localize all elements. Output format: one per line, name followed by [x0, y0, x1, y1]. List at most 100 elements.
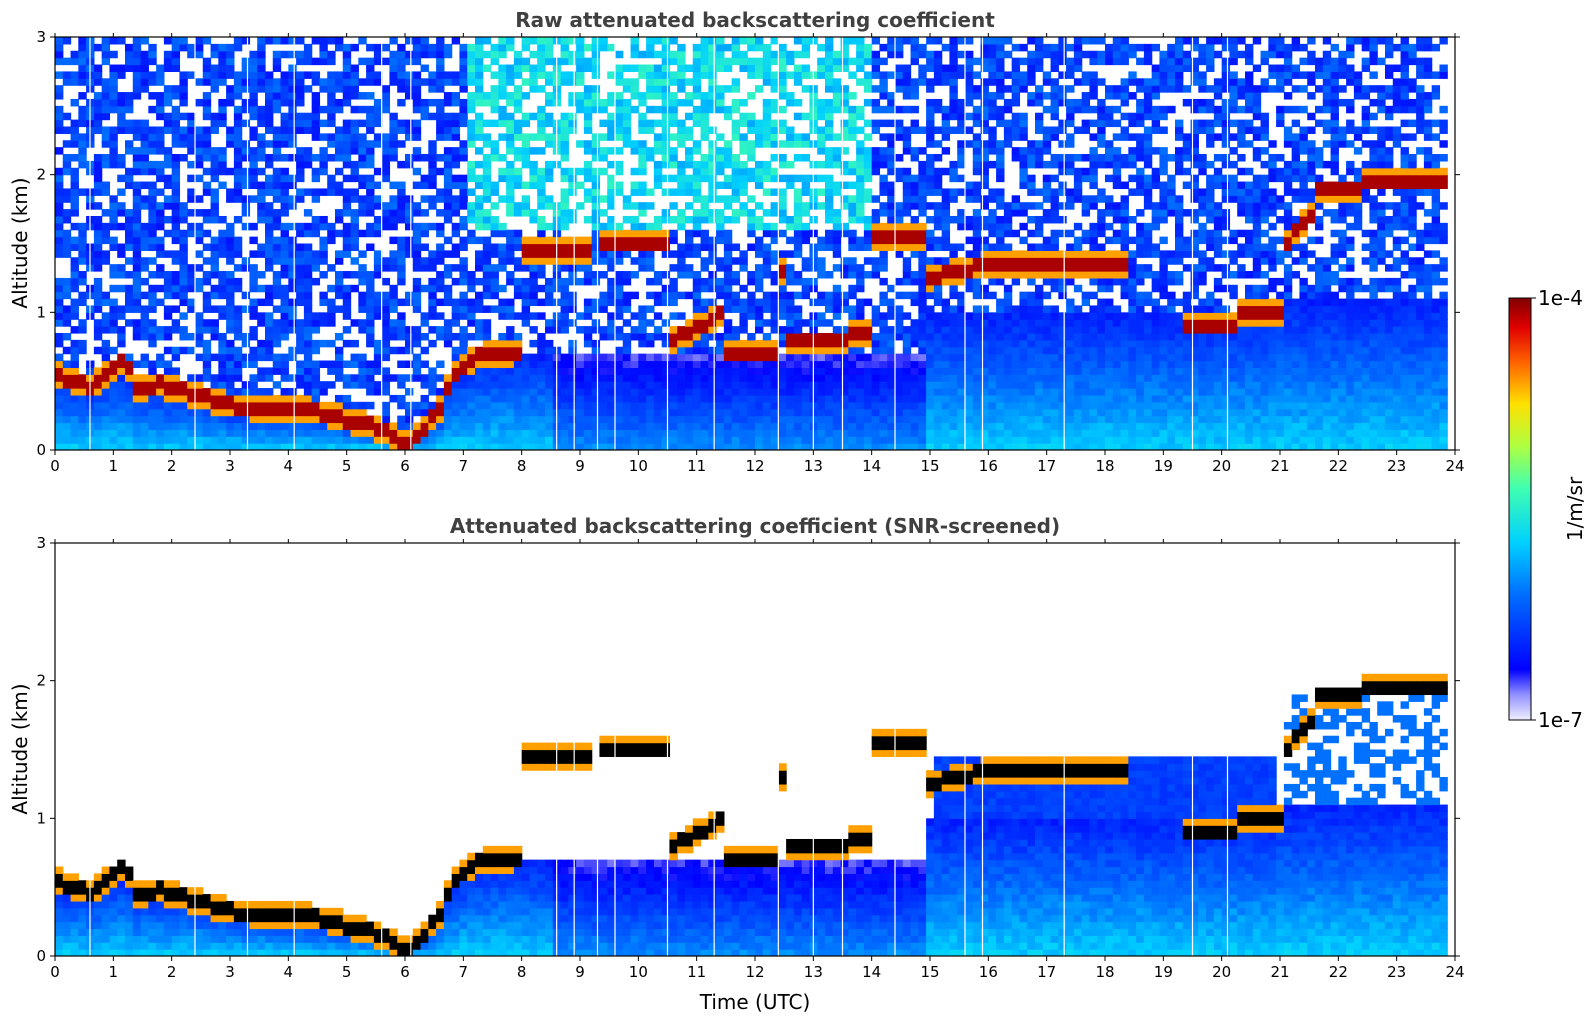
heatmap-cell: [93, 257, 103, 265]
heatmap-cell: [731, 181, 741, 190]
heatmap-cell: [249, 236, 258, 245]
heatmap-cell: [825, 332, 834, 341]
heatmap-cell: [856, 215, 865, 224]
heatmap-cell: [350, 195, 359, 203]
heatmap-cell: [770, 98, 779, 107]
heatmap-cell: [506, 298, 515, 307]
heatmap-cell: [723, 346, 733, 355]
heatmap-cell: [895, 443, 904, 450]
heatmap-cell: [716, 436, 725, 444]
heatmap-cell: [389, 305, 398, 313]
heatmap-cell: [537, 222, 546, 231]
heatmap-cell: [342, 43, 352, 52]
heatmap-cell: [926, 50, 935, 59]
heatmap-cell: [490, 415, 499, 424]
heatmap-cell: [646, 243, 655, 251]
heatmap-cell: [856, 305, 865, 313]
heatmap-cell: [358, 429, 367, 437]
heatmap-cell: [723, 381, 733, 389]
heatmap-cell: [265, 202, 274, 210]
heatmap-cell: [412, 147, 422, 155]
heatmap-cell: [537, 133, 546, 141]
heatmap-cell: [303, 277, 313, 286]
heatmap-cell: [537, 374, 546, 382]
heatmap-cell: [879, 188, 888, 196]
heatmap-cell: [163, 229, 173, 238]
heatmap-cell: [576, 105, 585, 114]
heatmap-cell: [70, 401, 79, 410]
heatmap-cell: [739, 181, 748, 190]
heatmap-cell: [70, 298, 79, 307]
heatmap-cell: [148, 126, 157, 134]
heatmap-cell: [62, 160, 72, 169]
heatmap-cell: [187, 43, 196, 52]
heatmap-cell: [451, 133, 461, 141]
heatmap-cell: [793, 429, 803, 437]
heatmap-cell: [156, 264, 165, 272]
heatmap-cell: [140, 181, 149, 190]
heatmap-cell: [747, 195, 756, 203]
heatmap-cell: [747, 277, 756, 286]
heatmap-cell: [311, 339, 321, 348]
heatmap-cell: [615, 353, 624, 362]
heatmap-cell: [179, 284, 188, 293]
heatmap-cell: [311, 415, 321, 424]
heatmap-cell: [677, 64, 686, 73]
heatmap-cell: [918, 429, 927, 437]
heatmap-cell: [327, 57, 336, 66]
heatmap-cell: [55, 167, 64, 176]
heatmap-cell: [607, 408, 616, 417]
heatmap-cell: [187, 50, 196, 59]
heatmap-cell: [537, 367, 546, 375]
heatmap-cell: [933, 408, 943, 417]
heatmap-cell: [786, 332, 795, 341]
heatmap-cell: [373, 57, 383, 66]
heatmap-cell: [871, 37, 881, 45]
heatmap-cell: [630, 181, 639, 190]
heatmap-cell: [731, 291, 741, 300]
heatmap-cell: [825, 236, 834, 245]
heatmap-cell: [257, 181, 266, 190]
heatmap-cell: [560, 353, 569, 362]
heatmap-cell: [280, 422, 289, 430]
heatmap-cell: [218, 147, 227, 155]
heatmap-cell: [646, 43, 655, 52]
heatmap-cell: [272, 319, 282, 327]
heatmap-cell: [599, 408, 608, 417]
heatmap-cell: [475, 119, 484, 128]
heatmap-cell: [490, 394, 499, 403]
heatmap-cell: [482, 181, 492, 190]
heatmap-cell: [451, 202, 461, 210]
heatmap-cell: [296, 291, 305, 300]
heatmap-cell: [755, 126, 764, 134]
heatmap-cell: [739, 415, 748, 424]
heatmap-cell: [226, 50, 235, 59]
heatmap-cell: [591, 394, 601, 403]
heatmap-cell: [708, 71, 717, 79]
heatmap-cell: [226, 298, 235, 307]
heatmap-cell: [568, 401, 577, 410]
heatmap-cell: [78, 346, 87, 355]
heatmap-cell: [817, 140, 826, 148]
heatmap-cell: [848, 202, 857, 210]
heatmap-cell: [342, 78, 352, 86]
heatmap-cell: [125, 408, 134, 417]
heatmap-cell: [335, 78, 344, 86]
heatmap-cell: [716, 374, 725, 382]
heatmap-cell: [700, 202, 709, 210]
heatmap-cell: [327, 381, 336, 389]
heatmap-cell: [685, 181, 694, 190]
heatmap-cell: [202, 126, 212, 134]
heatmap-cell: [871, 422, 881, 430]
heatmap-cell: [272, 37, 282, 45]
heatmap-cell: [490, 388, 499, 396]
heatmap-cell: [187, 126, 196, 134]
heatmap-cell: [825, 105, 834, 114]
heatmap-cell: [451, 264, 461, 272]
heatmap-cell: [436, 298, 445, 307]
heatmap-cell: [879, 422, 888, 430]
heatmap-cell: [848, 332, 857, 341]
heatmap-cell: [926, 167, 935, 176]
heatmap-cell: [653, 312, 663, 320]
heatmap-cell: [615, 98, 624, 107]
